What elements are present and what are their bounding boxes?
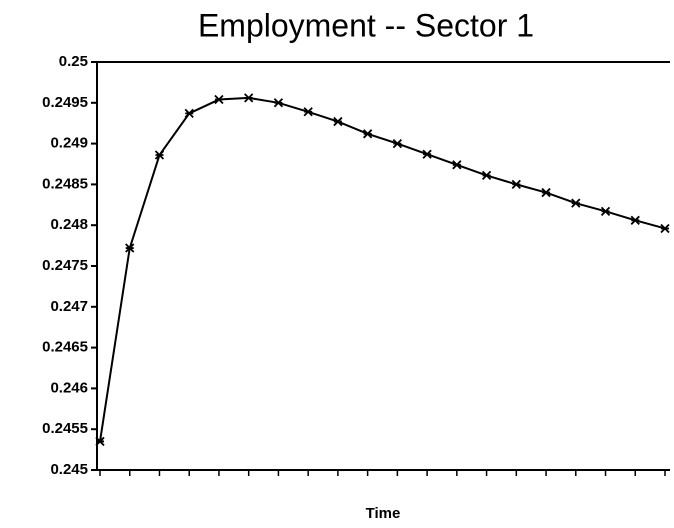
data-point xyxy=(125,243,135,253)
data-point xyxy=(214,94,224,105)
y-tick-label: 0.247 xyxy=(50,298,88,315)
data-point xyxy=(392,138,403,149)
x-axis-label: Time xyxy=(366,505,401,522)
y-tick-label: 0.2495 xyxy=(42,94,88,111)
data-point xyxy=(154,150,165,160)
data-point xyxy=(660,223,670,234)
data-point xyxy=(541,187,551,198)
data-point xyxy=(362,129,373,139)
data-point xyxy=(333,116,343,127)
y-tick-label: 0.246 xyxy=(50,379,88,396)
chart-title: Employment -- Sector 1 xyxy=(198,7,534,43)
data-point xyxy=(511,179,521,190)
data-point xyxy=(630,215,640,225)
y-tick-label: 0.248 xyxy=(50,216,88,233)
y-tick-label: 0.2475 xyxy=(42,257,88,274)
data-point xyxy=(571,198,581,208)
data-point xyxy=(600,206,611,216)
data-line xyxy=(99,96,666,442)
data-point xyxy=(244,93,254,103)
data-point xyxy=(303,107,313,117)
y-tick-label: 0.249 xyxy=(50,135,88,152)
y-tick-label: 0.25 xyxy=(59,53,88,70)
y-tick-label: 0.2465 xyxy=(42,339,88,356)
data-point xyxy=(422,149,432,159)
y-tick-label: 0.245 xyxy=(50,461,88,478)
y-tick-label: 0.2455 xyxy=(42,420,88,437)
data-point xyxy=(481,170,492,181)
data-point xyxy=(95,436,105,447)
data-point xyxy=(184,108,194,119)
data-point xyxy=(273,98,284,108)
data-point xyxy=(452,160,462,170)
y-tick-label: 0.2485 xyxy=(42,175,88,192)
